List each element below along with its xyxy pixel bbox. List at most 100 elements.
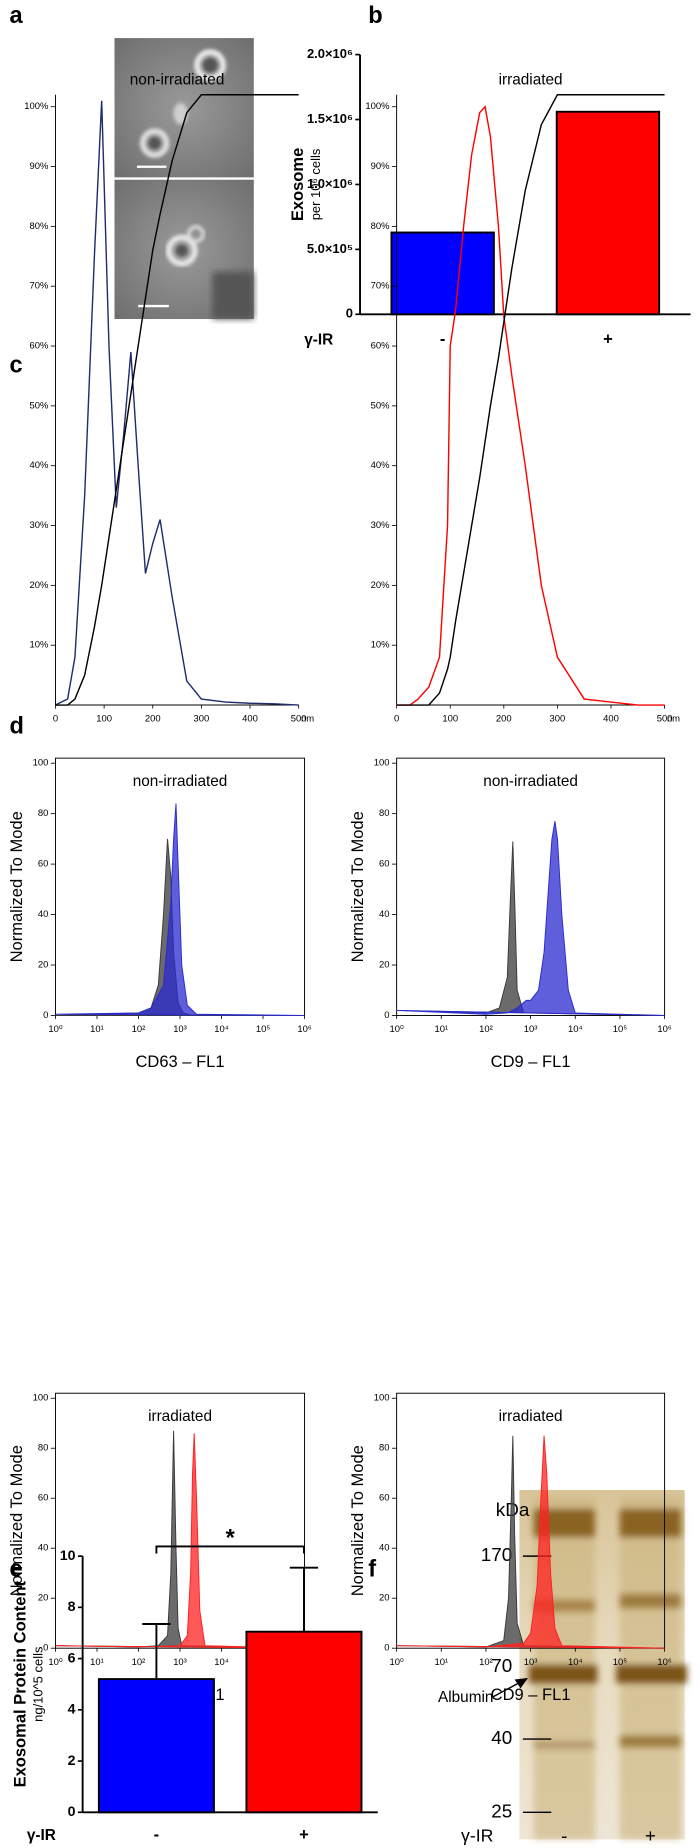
y-tick-label: 40% — [371, 460, 390, 471]
y-tick-label: 100 — [33, 1393, 49, 1404]
y-tick-label: 2 — [68, 1753, 76, 1769]
y-tick-label: 60 — [38, 1493, 49, 1504]
x-axis-label: γ-IR — [27, 1827, 56, 1844]
y-tick-label: 80 — [38, 1443, 49, 1454]
y-axis-label: Normalized To Mode — [348, 1445, 367, 1596]
y-tick-label: 8 — [68, 1599, 76, 1615]
x-tick-label: 10⁵ — [256, 1024, 270, 1035]
panel-label: f — [368, 1557, 376, 1583]
y-tick-label: 40% — [30, 460, 49, 471]
histogram-area — [55, 803, 305, 1016]
y-axis-label: Exosomal Protein Content — [11, 1580, 30, 1787]
x-tick-label: 10⁶ — [297, 1024, 311, 1035]
x-tick-label: 10³ — [524, 1657, 538, 1668]
y-tick-label: 50% — [30, 400, 49, 411]
x-axis-label: γ-IR — [304, 331, 333, 348]
x-tick-label: 10³ — [173, 1024, 187, 1035]
line-series — [55, 94, 299, 706]
y-tick-label: 100 — [374, 1393, 390, 1404]
y-tick-label: 20 — [38, 960, 49, 971]
chart-title: irradiated — [499, 72, 563, 89]
plot-frame — [396, 757, 666, 1016]
micrograph-top — [114, 38, 254, 178]
histogram-area — [396, 1435, 665, 1649]
x-tick-label: 10⁴ — [568, 1024, 583, 1035]
y-tick-label: 40 — [379, 1543, 389, 1554]
x-tick-label: + — [603, 330, 613, 349]
y-tick-label: 5.0×10⁵ — [307, 241, 353, 256]
x-tick-label: 10¹ — [434, 1657, 448, 1668]
histogram-area — [55, 1433, 305, 1649]
x-tick-label: 100 — [96, 714, 112, 725]
y-tick-label: 80% — [371, 221, 390, 232]
chart-title: irradiated — [499, 1408, 563, 1425]
x-axis-label: CD9 – FL1 — [491, 1685, 571, 1704]
y-tick-label: 0 — [43, 1643, 48, 1654]
significance-bracket — [155, 1545, 305, 1554]
marker-label: 70 — [491, 1656, 512, 1677]
error-bar — [142, 1623, 171, 1680]
x-tick-label: 10² — [479, 1657, 493, 1668]
histogram-area — [396, 841, 665, 1016]
y-tick-label: 6 — [68, 1650, 76, 1666]
y-tick-label: 80% — [30, 221, 49, 232]
chart-title: non-irradiated — [133, 773, 228, 790]
y-tick-label: 80 — [379, 1443, 389, 1454]
chart-title: irradiated — [148, 1408, 212, 1425]
x-tick-label: 10⁴ — [214, 1657, 229, 1668]
y-tick-label: 10% — [30, 640, 49, 651]
panel-label: a — [9, 3, 23, 29]
y-tick-label: 40 — [38, 909, 49, 920]
y-tick-label: 30% — [30, 520, 49, 531]
y-axis-sublabel: per 10⁶ cells — [308, 148, 323, 220]
y-tick-label: 1.5×10⁶ — [307, 111, 353, 126]
x-tick-label: 500 — [291, 714, 307, 725]
panel-label: c — [9, 352, 22, 378]
x-tick-label: 10² — [479, 1024, 493, 1035]
x-tick-label: 10⁰ — [48, 1024, 62, 1035]
x-tick-label: 300 — [194, 714, 210, 725]
y-tick-label: 50% — [371, 400, 390, 411]
y-tick-label: 1.0×10⁶ — [307, 176, 353, 191]
y-tick-label: 80 — [379, 808, 389, 819]
y-tick-label: 70% — [30, 281, 49, 292]
x-tick-label: 300 — [550, 714, 566, 725]
x-tick-label: 500 — [657, 714, 673, 725]
bar — [555, 110, 661, 316]
panel-label: d — [9, 714, 23, 740]
x-tick-label: 10⁰ — [389, 1024, 403, 1035]
x-tick-label: 200 — [145, 714, 161, 725]
line-series — [55, 100, 299, 706]
y-tick-label: 60% — [371, 341, 390, 352]
y-tick-label: 80 — [38, 808, 49, 819]
y-axis-label: Exosome — [288, 148, 307, 221]
y-tick-label: 20 — [38, 1593, 49, 1604]
micrograph-bottom — [114, 179, 254, 320]
y-tick-label: 20 — [379, 960, 389, 971]
x-tick-label: 200 — [496, 714, 512, 725]
y-axis-label: Normalized To Mode — [7, 811, 26, 962]
x-tick-label: 10³ — [173, 1657, 187, 1668]
x-tick-label: 10² — [132, 1657, 146, 1668]
x-tick-label: 10⁶ — [657, 1024, 671, 1035]
x-tick-label: - — [440, 330, 446, 349]
error-bar — [289, 1566, 319, 1632]
y-tick-label: 0 — [384, 1643, 389, 1654]
y-axis-label: Normalized To Mode — [348, 811, 367, 962]
x-tick-label: 10⁵ — [613, 1657, 627, 1668]
marker-label: 25 — [491, 1801, 512, 1822]
x-tick-label: + — [299, 1825, 309, 1844]
x-tick-label: 10² — [132, 1024, 146, 1035]
y-tick-label: 70% — [371, 281, 390, 292]
gel-x-label: γ-IR — [461, 1826, 493, 1846]
line-series — [396, 105, 665, 706]
y-tick-label: 0 — [346, 306, 353, 321]
y-tick-label: 20 — [379, 1593, 389, 1604]
x-tick-label: 400 — [603, 714, 619, 725]
histogram-area — [396, 821, 665, 1016]
panel-label: e — [9, 1557, 22, 1583]
y-tick-label: 20% — [30, 580, 49, 591]
chart-title: non-irradiated — [130, 72, 225, 89]
histogram-area — [55, 1430, 305, 1649]
plot-frame — [55, 1392, 306, 1649]
